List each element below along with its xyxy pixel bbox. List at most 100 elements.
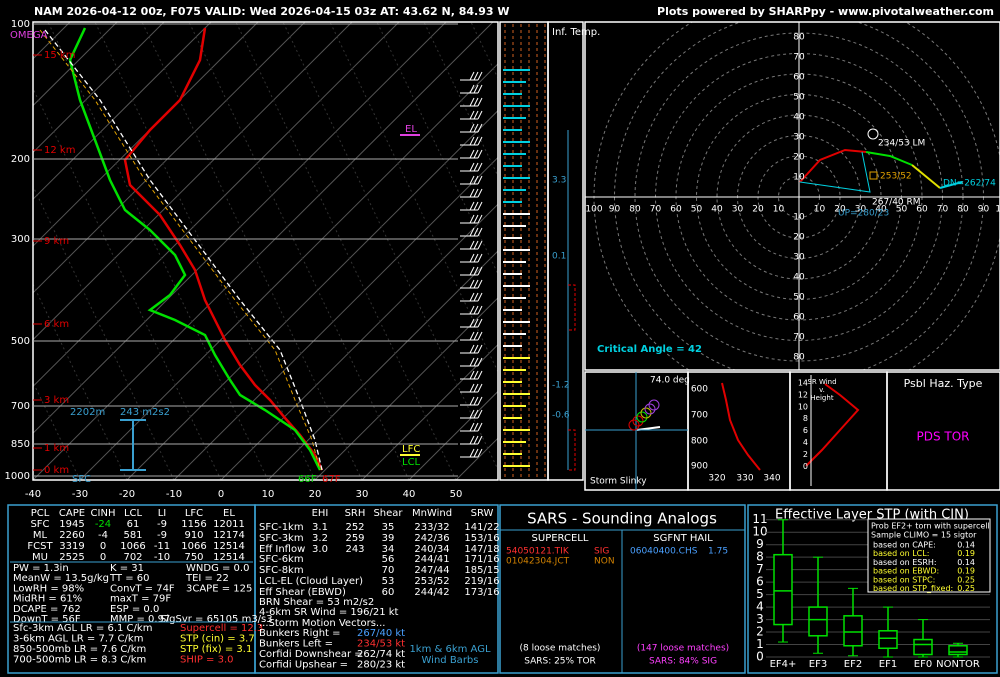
- index: PW = 1.3in: [13, 563, 69, 574]
- wind-barb: [460, 149, 483, 159]
- parcel-header: CINH: [91, 508, 116, 519]
- motion-label: Bunkers Left =: [259, 639, 333, 650]
- temp-label: 10: [262, 489, 275, 500]
- hodo-x-label: 100: [585, 205, 602, 215]
- hodo-mean: 253/52: [880, 172, 912, 182]
- isotherm: [79, 63, 498, 480]
- wind-barb: [460, 409, 483, 419]
- isotherm: [33, 22, 118, 107]
- stp-tick: 5: [756, 587, 764, 601]
- kin-cell: 35: [382, 522, 395, 533]
- lapse-rate: Sfc-3km AGL LR = 6.1 C/km: [13, 623, 152, 634]
- hodo-x-label: 80: [629, 205, 641, 215]
- index: LowRH = 98%: [13, 583, 84, 594]
- sfc-dewpoint: 66F: [298, 474, 317, 485]
- height-label: 12 km: [44, 145, 75, 156]
- hodo-y-label: 30: [793, 253, 805, 263]
- kin-label: SFC-1km: [259, 522, 304, 533]
- isotherm: [33, 22, 353, 341]
- stp-tick: 10: [752, 525, 767, 539]
- parcel-cell: -24: [95, 519, 111, 530]
- hodo-x-label: 40: [711, 205, 723, 215]
- kin-cell: 70: [382, 565, 395, 576]
- temp-label: 50: [450, 489, 463, 500]
- kin-cell: 39: [382, 533, 395, 544]
- parcel-cell: ML: [33, 530, 48, 541]
- thetae-profile: [721, 382, 761, 471]
- srwind-height: 0: [803, 462, 808, 471]
- stp-category: EF4+: [770, 659, 797, 670]
- wind-barb: [460, 422, 483, 432]
- thetae-theta: 340: [763, 474, 780, 484]
- kinematic-frame: [254, 504, 499, 674]
- wind-barb: [460, 435, 483, 445]
- slinky-ring: [636, 411, 648, 423]
- inf-temp-value: 3.3: [552, 176, 566, 186]
- hodo-y-label: 20: [793, 153, 805, 163]
- parcel-cell: FCST: [27, 541, 53, 552]
- parcel-cell: 1066: [120, 541, 145, 552]
- profiles: [39, 27, 963, 471]
- stp-tick: 1: [756, 637, 764, 651]
- srwind-profile: [805, 383, 860, 467]
- hodo-y-label: 70: [793, 53, 805, 63]
- parcel-cell: 750: [184, 552, 203, 563]
- inf-temp-value: -0.6: [552, 411, 570, 421]
- inf-temp-red: [568, 284, 576, 471]
- parcel-cell: -10: [154, 552, 170, 563]
- stp-tick: 11: [752, 512, 767, 526]
- kin-cell: 243: [345, 544, 364, 555]
- lapse-rate: 700-500mb LR = 8.3 C/km: [13, 655, 146, 666]
- motion-label: Corfidi Upshear =: [259, 660, 348, 671]
- parcel-header: EL: [223, 508, 235, 519]
- index: ESP = 0.0: [110, 604, 159, 615]
- barbs-note: Wind Barbs: [422, 655, 479, 666]
- slinky-ring: [640, 407, 652, 419]
- motion: 4-6km SR Wind = 196/21 kt: [259, 607, 399, 618]
- srwind-height: 14: [798, 379, 808, 388]
- hodo-x-label: 40: [875, 205, 887, 215]
- stp-prob-label: based on CAPE:: [873, 541, 936, 550]
- stp-category: EF1: [879, 659, 897, 670]
- wind-barb: [460, 214, 483, 224]
- wind-barb: [460, 448, 483, 458]
- temp-label: 40: [403, 489, 416, 500]
- stp-tick: 8: [756, 550, 764, 564]
- hodo-x-label: 50: [896, 205, 908, 215]
- hazard-title: Psbl Haz. Type: [904, 377, 983, 390]
- index: 3CAPE = 125: [186, 583, 252, 594]
- parcel-cell: 3319: [59, 541, 84, 552]
- omega-label: OMEGA: [10, 30, 48, 41]
- isotherm: [267, 250, 498, 480]
- thetae-theta: 330: [736, 474, 753, 484]
- slinky-title: Storm Slinky: [590, 477, 647, 487]
- parcel-cell: 1156: [181, 519, 206, 530]
- sars-title: SARS - Sounding Analogs: [527, 510, 717, 528]
- height-label: 6 km: [44, 319, 69, 330]
- hodo-y-label: 50: [793, 293, 805, 303]
- temp-label: -10: [166, 489, 182, 500]
- wind-barb: [460, 188, 483, 198]
- inf-temp-value: -1.2: [552, 381, 570, 391]
- stp-category: EF3: [809, 659, 827, 670]
- height-label: 15 km: [44, 50, 75, 61]
- kin-header: EHI: [312, 508, 329, 519]
- kin-label: LCL-EL (Cloud Layer): [259, 576, 363, 587]
- height-label: 9 km: [44, 236, 69, 247]
- composite: STP (cin) = 3.7: [180, 634, 255, 645]
- hodo-y-label: 60: [793, 313, 805, 323]
- isotherm: [33, 22, 212, 200]
- height-label: 3 km: [44, 395, 69, 406]
- parcel-header: LFC: [185, 508, 203, 519]
- kin-header: Shear: [373, 508, 403, 519]
- index: DownT = 56F: [13, 614, 81, 625]
- kin-cell: 171/16: [464, 554, 499, 565]
- header-title: NAM 2026-04-12 00z, F075 VALID: Wed 2026…: [34, 5, 509, 18]
- hodo-dn: DN=262/74: [943, 179, 996, 189]
- parcel-trace: [44, 29, 323, 471]
- hodo-x-label: 50: [691, 205, 703, 215]
- kin-cell: 53: [382, 576, 395, 587]
- kin-cell: 253/52: [414, 576, 449, 587]
- eff-depth: 2202m: [70, 407, 105, 418]
- sars-prob: SARS: 84% SIG: [649, 657, 717, 667]
